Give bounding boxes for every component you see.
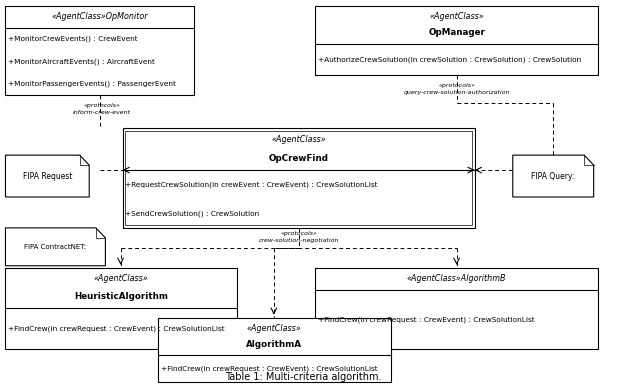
Bar xyxy=(157,317,391,382)
Text: HeuristicAlgorithm: HeuristicAlgorithm xyxy=(74,292,168,301)
Polygon shape xyxy=(6,155,89,197)
Text: «AgentClass»: «AgentClass» xyxy=(271,135,326,144)
Text: +FindCrew(in crewRequest : CrewEvent) : CrewSolutionList: +FindCrew(in crewRequest : CrewEvent) : … xyxy=(8,325,225,332)
Text: «AgentClass»OpMonitor: «AgentClass»OpMonitor xyxy=(51,12,148,21)
Text: «AgentClass»AlgorithmB: «AgentClass»AlgorithmB xyxy=(407,274,506,283)
Polygon shape xyxy=(6,228,105,266)
Text: «AgentClass»: «AgentClass» xyxy=(94,274,149,283)
Text: «protocols»: «protocols» xyxy=(83,103,120,108)
Polygon shape xyxy=(513,155,594,197)
Text: +FindCrew(in crewRequest : CrewEvent) : CrewSolutionList: +FindCrew(in crewRequest : CrewEvent) : … xyxy=(318,316,534,323)
Text: crew-solution-negotiation: crew-solution-negotiation xyxy=(258,238,339,243)
Text: «AgentClass»: «AgentClass» xyxy=(247,324,302,333)
Text: +SendCrewSolution() : CrewSolution: +SendCrewSolution() : CrewSolution xyxy=(125,210,260,217)
Text: «AgentClass»: «AgentClass» xyxy=(429,12,484,21)
Bar xyxy=(125,131,472,225)
Bar xyxy=(315,6,598,75)
Text: +MonitorPassengerEvents() : PassengerEvent: +MonitorPassengerEvents() : PassengerEve… xyxy=(8,81,176,87)
Text: OpManager: OpManager xyxy=(428,28,485,37)
Bar xyxy=(6,6,194,95)
Bar xyxy=(123,128,475,228)
Bar xyxy=(6,268,237,350)
Text: +MonitorCrewEvents() : CrewEvent: +MonitorCrewEvents() : CrewEvent xyxy=(8,36,138,42)
Text: OpCrewFind: OpCrewFind xyxy=(269,154,329,163)
Text: +MonitorAircraftEvents() : AircraftEvent: +MonitorAircraftEvents() : AircraftEvent xyxy=(8,58,155,65)
Text: +AuthorizeCrewSolution(in crewSolution : CrewSolution) : CrewSolution: +AuthorizeCrewSolution(in crewSolution :… xyxy=(318,56,581,63)
Text: FIPA Query:: FIPA Query: xyxy=(531,171,575,180)
Text: FIPA Request: FIPA Request xyxy=(23,171,72,180)
Text: «protocols»: «protocols» xyxy=(438,83,475,88)
Text: AlgorithmA: AlgorithmA xyxy=(246,340,302,349)
Text: +FindCrew(in crewRequest : CrewEvent) : CrewSolutionList: +FindCrew(in crewRequest : CrewEvent) : … xyxy=(161,365,377,372)
Text: +RequestCrewSolution(in crewEvent : CrewEvent) : CrewSolutionList: +RequestCrewSolution(in crewEvent : Crew… xyxy=(125,181,378,188)
Text: Table 1: Multi-criteria algorithm.: Table 1: Multi-criteria algorithm. xyxy=(225,372,381,382)
Text: query-crew-solution-authorization: query-crew-solution-authorization xyxy=(403,90,510,95)
Bar xyxy=(315,268,598,350)
Text: inform-crew-event: inform-crew-event xyxy=(72,110,131,115)
Text: «protocols»: «protocols» xyxy=(280,231,317,236)
Text: FIPA ContractNET:: FIPA ContractNET: xyxy=(24,244,86,250)
